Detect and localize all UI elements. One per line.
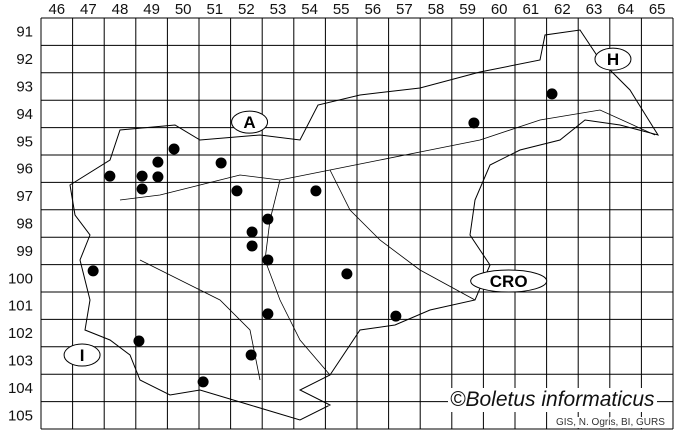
- column-label: 55: [333, 1, 350, 18]
- column-label: 48: [112, 1, 129, 18]
- country-label-oval: [231, 110, 269, 134]
- column-label: 63: [586, 1, 603, 18]
- row-label: 103: [8, 353, 33, 370]
- record-dot: [468, 117, 480, 129]
- column-label: 65: [649, 1, 666, 18]
- column-label: 50: [175, 1, 192, 18]
- column-label: 52: [238, 1, 255, 18]
- row-label: 97: [16, 188, 33, 205]
- row-label: 96: [16, 161, 33, 178]
- country-label: CRO: [490, 272, 528, 291]
- record-dot: [87, 265, 99, 277]
- row-label: 104: [8, 380, 33, 397]
- record-dot: [152, 156, 164, 168]
- record-dot: [246, 240, 258, 252]
- column-label: 56: [364, 1, 381, 18]
- column-label: 59: [459, 1, 476, 18]
- record-dot: [245, 349, 257, 361]
- column-label: 54: [301, 1, 318, 18]
- copyright-text: ©Boletus informaticus: [448, 388, 657, 412]
- row-label: 100: [8, 270, 33, 287]
- record-dot: [104, 170, 116, 182]
- record-dot: [168, 143, 180, 155]
- column-label: 51: [206, 1, 223, 18]
- record-dot: [231, 185, 243, 197]
- column-label: 49: [143, 1, 160, 18]
- country-label: I: [80, 346, 85, 365]
- row-label: 94: [16, 106, 33, 123]
- record-dot: [310, 185, 322, 197]
- row-label: 101: [8, 298, 33, 315]
- record-dot: [136, 170, 148, 182]
- row-label: 102: [8, 325, 33, 342]
- row-label: 95: [16, 133, 33, 150]
- country-label-oval: [63, 343, 101, 367]
- country-label: A: [243, 113, 255, 132]
- row-label: 105: [8, 407, 33, 424]
- column-label: 58: [428, 1, 445, 18]
- record-dot: [136, 183, 148, 195]
- rivers: [119, 109, 656, 381]
- record-dot: [262, 308, 274, 320]
- column-label: 64: [617, 1, 634, 18]
- column-label: 62: [554, 1, 571, 18]
- record-dot: [262, 213, 274, 225]
- column-label: 53: [270, 1, 287, 18]
- source-credit: GIS, N. Ogris, BI, GURS: [556, 417, 665, 428]
- record-dot: [215, 157, 227, 169]
- column-label: 46: [48, 1, 65, 18]
- country-label-oval: [594, 47, 632, 71]
- column-label: 57: [396, 1, 413, 18]
- record-dot: [262, 254, 274, 266]
- row-label: 99: [16, 243, 33, 260]
- country-label: H: [607, 50, 619, 69]
- record-dot: [197, 376, 209, 388]
- record-dot: [246, 226, 258, 238]
- country-border: [69, 29, 660, 421]
- record-dot: [390, 310, 402, 322]
- record-dot: [152, 171, 164, 183]
- row-label: 91: [16, 24, 33, 41]
- record-dot: [341, 268, 353, 280]
- column-label: 61: [522, 1, 539, 18]
- column-label: 60: [491, 1, 508, 18]
- row-label: 98: [16, 216, 33, 233]
- record-dot: [546, 88, 558, 100]
- record-dot: [133, 335, 145, 347]
- column-label: 47: [80, 1, 97, 18]
- grid-lines: [40, 17, 674, 430]
- country-label-oval: [470, 269, 548, 293]
- row-label: 93: [16, 79, 33, 96]
- row-label: 92: [16, 51, 33, 68]
